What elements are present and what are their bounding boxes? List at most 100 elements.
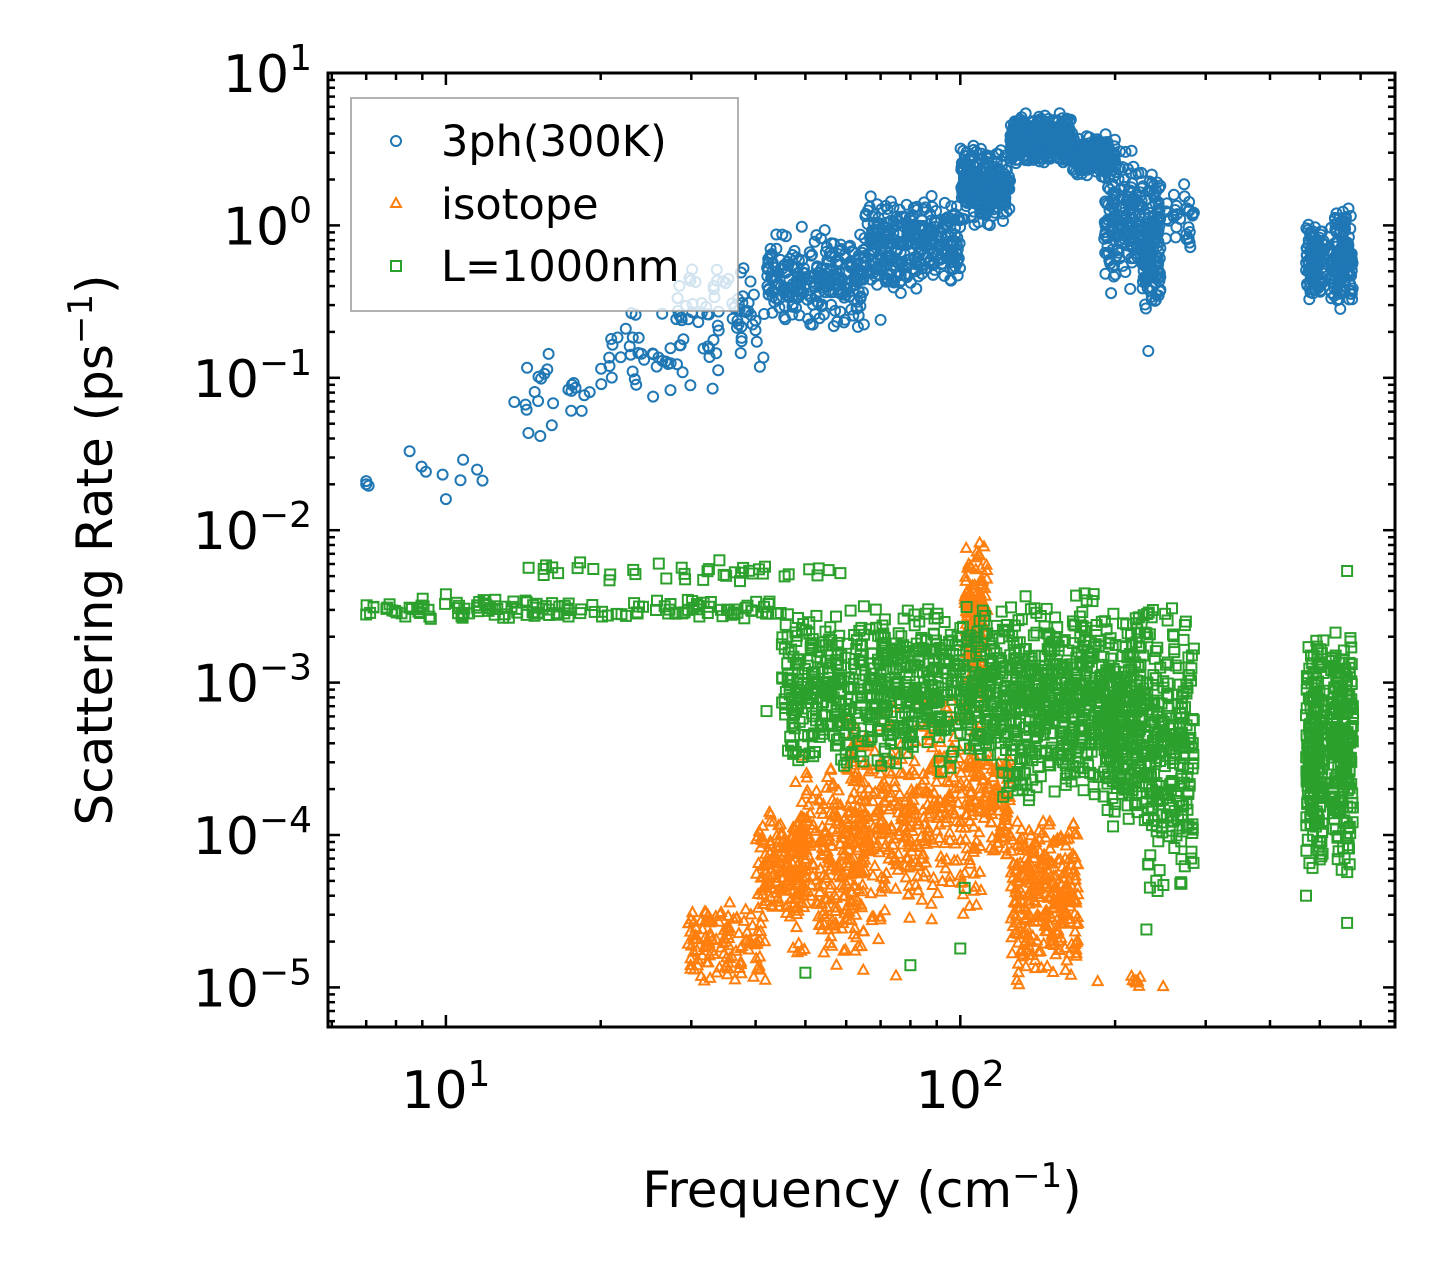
- data-point-boundary: [488, 600, 501, 613]
- data-point-isotope: [840, 912, 854, 925]
- data-point-isotope: [789, 846, 803, 859]
- data-point-boundary: [713, 554, 726, 567]
- data-point-isotope: [1029, 895, 1043, 908]
- data-point-boundary: [792, 691, 805, 704]
- data-point-isotope: [910, 782, 924, 795]
- data-point-isotope: [854, 866, 869, 879]
- data-point-3ph: [805, 249, 818, 262]
- data-point-isotope: [1039, 879, 1053, 892]
- data-point-3ph: [1309, 221, 1321, 234]
- data-point-isotope: [775, 826, 790, 839]
- data-point-3ph: [519, 398, 532, 411]
- data-point-isotope: [726, 911, 741, 924]
- data-point-boundary: [810, 609, 823, 622]
- data-point-boundary: [1048, 785, 1061, 798]
- data-point-3ph: [1329, 213, 1342, 226]
- data-point-isotope: [1004, 865, 1018, 878]
- data-point-3ph: [811, 260, 824, 273]
- data-point-3ph: [1136, 241, 1149, 254]
- data-point-isotope: [849, 930, 864, 943]
- data-point-3ph: [675, 311, 688, 324]
- data-point-isotope: [1059, 838, 1073, 851]
- data-point-3ph: [1305, 238, 1318, 251]
- data-point-isotope: [873, 909, 887, 922]
- data-point-3ph: [778, 311, 791, 324]
- data-point-3ph: [734, 347, 747, 360]
- data-point-3ph: [1136, 282, 1149, 295]
- data-point-isotope: [849, 765, 864, 778]
- data-point-3ph: [761, 263, 774, 276]
- data-point-isotope: [808, 823, 823, 836]
- data-point-isotope: [921, 821, 935, 834]
- data-point-isotope: [855, 816, 870, 829]
- data-point-boundary: [422, 603, 435, 616]
- data-point-isotope: [930, 886, 945, 899]
- data-point-isotope: [854, 897, 868, 910]
- data-point-3ph: [747, 288, 760, 301]
- data-point-isotope: [974, 596, 989, 609]
- data-point-boundary: [976, 604, 989, 617]
- data-point-isotope: [893, 765, 908, 778]
- data-point-isotope: [1011, 965, 1026, 978]
- data-point-3ph: [476, 474, 489, 487]
- data-point-boundary: [1015, 613, 1028, 626]
- data-point-isotope: [769, 870, 784, 883]
- data-point-3ph: [1127, 160, 1140, 173]
- data-point-isotope: [819, 870, 834, 883]
- data-point-isotope: [1003, 829, 1018, 842]
- data-point-3ph: [845, 257, 858, 270]
- data-point-boundary: [825, 657, 838, 670]
- data-point-isotope: [864, 886, 878, 899]
- data-point-isotope: [784, 877, 798, 890]
- data-point-3ph: [520, 403, 533, 416]
- data-point-boundary: [867, 662, 880, 675]
- data-point-3ph: [647, 390, 660, 403]
- data-point-3ph: [670, 313, 683, 326]
- data-point-isotope: [750, 961, 765, 974]
- data-point-boundary: [879, 644, 891, 657]
- data-point-3ph: [1171, 208, 1184, 221]
- data-point-isotope: [756, 858, 770, 871]
- data-point-3ph: [847, 309, 860, 322]
- data-point-boundary: [828, 675, 841, 688]
- data-point-boundary: [522, 561, 535, 574]
- data-point-isotope: [1050, 831, 1065, 844]
- data-point-isotope: [681, 916, 695, 929]
- data-point-isotope: [1042, 817, 1056, 830]
- data-point-3ph: [1186, 209, 1199, 222]
- data-point-boundary: [920, 708, 933, 721]
- data-point-isotope: [874, 827, 889, 840]
- data-point-3ph: [776, 228, 789, 241]
- data-point-3ph: [1154, 271, 1167, 283]
- data-point-boundary: [839, 747, 852, 760]
- data-point-isotope: [789, 886, 803, 899]
- data-point-boundary: [925, 679, 938, 691]
- data-point-boundary: [973, 728, 986, 740]
- data-point-boundary: [778, 642, 791, 655]
- data-point-isotope: [825, 779, 839, 792]
- data-point-3ph: [981, 156, 994, 168]
- data-point-isotope: [806, 868, 820, 881]
- data-point-3ph: [1029, 150, 1042, 163]
- data-point-isotope: [879, 881, 893, 894]
- data-point-boundary: [854, 750, 867, 763]
- data-point-boundary: [770, 607, 783, 620]
- data-point-isotope: [739, 902, 753, 915]
- data-point-3ph: [1152, 258, 1164, 271]
- data-point-3ph: [960, 200, 973, 212]
- data-point-3ph: [744, 275, 757, 288]
- data-point-isotope: [854, 939, 869, 952]
- data-point-isotope: [846, 819, 861, 832]
- data-point-isotope: [974, 801, 988, 814]
- data-point-isotope: [968, 577, 982, 590]
- data-point-isotope: [1030, 908, 1044, 921]
- data-point-3ph: [954, 142, 967, 155]
- data-point-isotope: [934, 855, 949, 868]
- data-point-isotope: [1059, 832, 1073, 845]
- data-point-isotope: [871, 932, 886, 945]
- data-point-3ph: [1070, 151, 1083, 164]
- data-point-boundary: [854, 683, 867, 696]
- data-point-isotope: [973, 796, 988, 809]
- data-point-boundary: [1077, 784, 1090, 797]
- data-point-boundary: [819, 625, 832, 638]
